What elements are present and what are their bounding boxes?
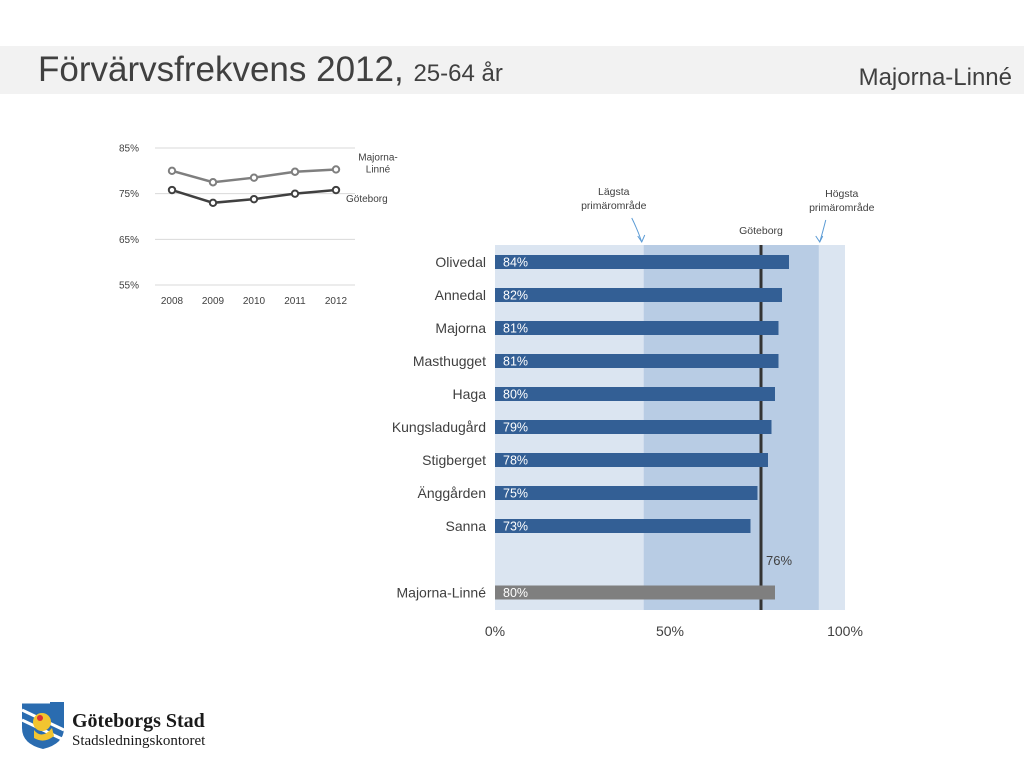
data-point [208,198,218,208]
data-point [249,173,259,182]
highest-area-annotation: Högsta primärområde [809,188,875,214]
trend-line-chart: 55% 65% 75% 85% 2008 2009 2010 2011 2012 Majorna-… [119,144,398,308]
bar [495,255,789,269]
y-tick-label: 65% [119,235,139,246]
category-label: Masthugget [413,353,486,369]
title-main: Förvärvsfrekvens 2012, [38,50,404,89]
data-point [290,167,300,176]
bar [495,519,751,533]
category-label: Annedal [435,287,486,303]
bar-value-label: 81% [503,355,528,369]
title-bar [0,46,1024,94]
bar [495,486,758,500]
x-tick-label: 0% [485,623,505,639]
bar-value-label: 79% [503,421,528,435]
data-point [167,166,177,176]
org-unit: Stadsledningskontoret [72,733,206,749]
lowest-area-arrow [631,217,643,243]
x-tick-label: 100% [827,623,863,639]
category-label: Stigberget [422,452,486,468]
category-label: Änggården [417,485,486,501]
reference-name-label: Göteborg [739,225,783,237]
x-tick-label: 2010 [243,296,266,307]
data-point [167,185,177,195]
highest-area-arrowhead [815,235,824,243]
x-tick-label: 2008 [161,296,184,307]
x-tick-label: 2012 [325,296,348,307]
bar [495,321,779,335]
bar-value-label: 84% [503,256,528,270]
category-label: Olivedal [435,254,486,270]
bar [495,387,775,401]
x-tick-label: 50% [656,623,684,639]
data-point [208,178,218,187]
bar-value-label: 73% [503,520,528,534]
bar-value-label: 80% [503,388,528,402]
category-label: Majorna-Linné [397,585,487,601]
org-name: Göteborgs Stad [72,710,205,732]
lowest-area-annotation: Lägsta primärområde [581,186,647,212]
bar-value-label: 82% [503,289,528,303]
bar [495,585,775,600]
y-tick-label: 75% [119,189,139,200]
bar [495,354,779,368]
data-point [290,189,300,198]
page-title: Förvärvsfrekvens 2012, 25-64 år [38,50,503,90]
x-tick-label: 2009 [202,296,225,307]
highest-area-arrow [819,219,827,243]
logo-area [20,700,260,752]
city-crest-icon [21,700,65,749]
bar-value-label: 80% [503,586,528,600]
district-name: Majorna-Linné [858,64,1012,91]
y-tick-label: 85% [119,144,139,155]
category-label: Haga [453,386,487,402]
x-tick-label: 2011 [284,296,306,307]
y-tick-label: 55% [119,281,139,292]
series-label: Majorna-Linné [358,152,397,175]
data-point [331,165,341,174]
data-point [249,194,259,204]
bar [495,288,782,302]
category-label: Sanna [446,518,487,534]
series-label: Göteborg [346,194,388,205]
data-point [331,185,341,195]
category-label: Kungsladugård [392,419,486,435]
bar-value-label: 78% [503,454,528,468]
bar-value-label: 81% [503,322,528,336]
title-subtitle: 25-64 år [413,60,503,87]
reference-value-label: 76% [766,553,792,568]
bar [495,420,772,434]
district-bar-chart: 76% Göteborg Lägsta primärområde Högsta primä… [392,186,875,639]
category-label: Majorna [435,320,486,336]
bar-value-label: 75% [503,487,528,501]
lowest-area-arrowhead [637,234,646,244]
bar [495,453,768,467]
